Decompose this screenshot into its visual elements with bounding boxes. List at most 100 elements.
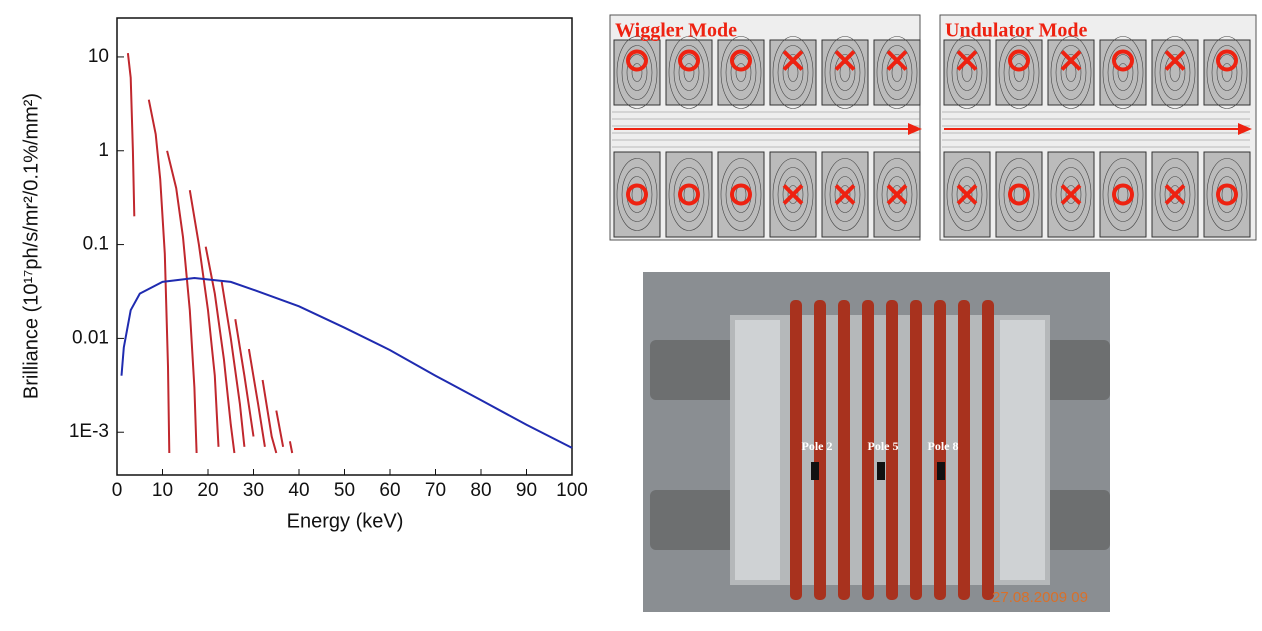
contour [1164,54,1186,91]
symbol-o [678,49,700,72]
y-tick-label: 10 [88,46,109,67]
x-tick-label: 50 [334,480,355,501]
coil [982,300,994,600]
end-plate [1000,320,1045,580]
contour [678,54,700,91]
coil [934,300,946,600]
y-tick-label: 1 [98,140,109,161]
x-tick-label: 70 [425,480,446,501]
x-tick-label: 60 [379,480,400,501]
contour [1206,158,1248,231]
contour [725,167,757,222]
contour [946,158,988,231]
series-line [234,319,255,437]
series-line [220,281,246,447]
contour [951,45,983,100]
contour [1211,167,1243,222]
contour [626,54,648,91]
symbol-o [1008,49,1030,72]
pole [769,151,817,238]
coil [910,300,922,600]
contour [1169,63,1181,82]
pole [995,151,1043,238]
symbol-x [956,184,978,205]
symbol-o [1112,183,1134,206]
series-line [147,99,171,454]
contour [787,185,799,204]
pole [769,39,817,106]
pole [1047,39,1095,106]
contour [673,167,705,222]
pole [873,39,921,106]
contour [1221,63,1233,82]
y-tick-label: 0.01 [72,327,109,348]
symbol-x [886,184,908,205]
x-tick-label: 0 [112,480,123,501]
contour [891,185,903,204]
pole-label: Pole 2 [802,439,833,453]
contour [777,167,809,222]
contour [1050,158,1092,231]
contour [1107,167,1139,222]
contour [946,36,988,109]
contour [951,167,983,222]
contour [1055,167,1087,222]
contour [782,176,804,213]
contour [782,54,804,91]
contour [1117,63,1129,82]
contour [891,63,903,82]
contour [881,45,913,100]
coil [862,300,874,600]
x-tick-label: 100 [556,480,588,501]
contour [621,45,653,100]
contour [1060,54,1082,91]
contour [824,36,866,109]
contour [725,45,757,100]
symbol-x [956,50,978,71]
series-line [261,379,278,454]
timestamp: 27.08.2009 09 [992,589,1088,606]
pole-mark [937,462,945,480]
contour [881,167,913,222]
symbol-x [1060,184,1082,205]
symbol-o [1216,183,1238,206]
arrow-head [1238,123,1252,135]
contour [720,36,762,109]
contour [876,36,918,109]
pole [1203,151,1251,238]
contour [1216,54,1238,91]
pole [821,39,869,106]
wiggler-field-map [609,14,922,241]
contour [998,158,1040,231]
series-line [126,52,136,217]
contour [1169,185,1181,204]
contour [1107,45,1139,100]
y-tick-label: 0.1 [83,234,109,255]
contour [886,176,908,213]
contour [777,45,809,100]
contour [1112,54,1134,91]
contour [886,54,908,91]
symbol-x [782,50,804,71]
undulator-title: Undulator Mode [945,20,1088,42]
contour [683,63,695,82]
y-tick-label: 1E-3 [69,421,109,442]
symbol-o [1112,49,1134,72]
contour [1003,45,1035,100]
series-line [288,441,294,454]
symbol-x [1164,50,1186,71]
contour [1050,36,1092,109]
contour [1159,167,1191,222]
symbol-x [886,50,908,71]
x-tick-label: 40 [288,480,309,501]
pole [1099,151,1147,238]
series-line [120,276,573,449]
panel [939,14,1257,241]
x-tick-label: 20 [197,480,218,501]
symbol-x [782,184,804,205]
pole-label: Pole 5 [868,439,899,453]
coil [958,300,970,600]
contour [1065,185,1077,204]
photo [643,272,1110,612]
